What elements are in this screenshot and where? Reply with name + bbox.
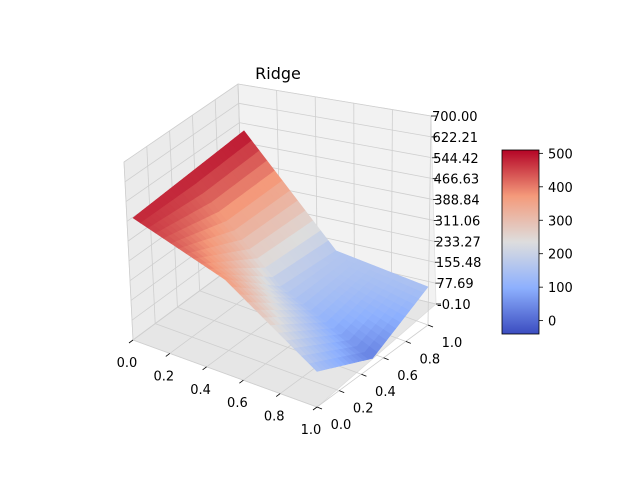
y-tick-mark (405, 341, 411, 344)
x-tick-mark (128, 339, 134, 344)
colorbar-tick-label: 200 (548, 248, 573, 263)
y-tick-label: 0.2 (353, 402, 374, 417)
x-tick-label: 0.4 (190, 383, 211, 398)
x-tick-label: 0.2 (153, 369, 174, 384)
y-tick-label: 0.4 (375, 385, 396, 400)
colorbar (501, 149, 540, 335)
z-tick-label: 544.42 (433, 152, 479, 167)
grid-line-y-left (146, 146, 156, 324)
colorbar-tick-label: 300 (548, 214, 573, 229)
z-tick-label: 466.63 (434, 173, 480, 188)
z-tick-label: 700.00 (432, 110, 478, 125)
z-tick-label: 233.27 (435, 235, 481, 250)
grid-line-y (132, 339, 318, 408)
grid-line-z (124, 102, 432, 183)
colorbar-tick-label: 0 (548, 315, 556, 330)
y-tick-label: 1.0 (442, 336, 463, 351)
colorbar-tick-label: 400 (548, 181, 573, 196)
x-tick-mark (202, 366, 207, 371)
grid-line-y-left (123, 161, 134, 341)
y-tick-mark (316, 406, 323, 410)
z-tick-label: 388.84 (434, 194, 480, 209)
x-tick-label: 0.6 (227, 396, 248, 411)
y-tick-mark (427, 324, 434, 328)
x-tick-label: 1.0 (301, 423, 322, 438)
x-tick-mark (275, 393, 281, 397)
x-tick-mark (239, 379, 244, 384)
grid-line-y (155, 323, 340, 391)
colorbar-ticks: 0 100 200 300 400 500 (539, 147, 573, 330)
surface (132, 130, 429, 372)
grid-line-z (125, 122, 433, 202)
z-tick-label: 311.06 (435, 214, 481, 229)
grid-line-x (316, 324, 429, 408)
y-tick-mark (361, 373, 367, 377)
x-tick-label: 0.0 (117, 356, 138, 371)
y-tick-mark (383, 357, 389, 361)
colorbar-tick-label: 100 (548, 281, 573, 296)
y-tick-label: 0.8 (419, 352, 440, 367)
z-tick-label: 622.21 (433, 131, 479, 146)
surface-facet (308, 362, 323, 372)
grid-line-z (123, 83, 432, 163)
y-tick-label: 0.6 (397, 369, 418, 384)
z-tick-label: 155.48 (436, 256, 482, 271)
grid-line-x-back (427, 115, 432, 326)
y-tick-label: 0.0 (331, 418, 352, 433)
x-tick-mark (165, 353, 171, 357)
y-tick-mark (339, 390, 345, 393)
chart-title: Ridge (255, 64, 301, 83)
axis-ticks: 0.00.20.40.60.81.0 0.00.20.40.60.81.0-0.1… (117, 110, 482, 438)
z-tick-label: 77.69 (436, 277, 473, 292)
z-tick-label: -0.10 (437, 298, 471, 313)
x-tick-mark (312, 406, 318, 411)
x-tick-label: 0.8 (264, 410, 285, 425)
colorbar-tick-label: 500 (548, 147, 573, 162)
